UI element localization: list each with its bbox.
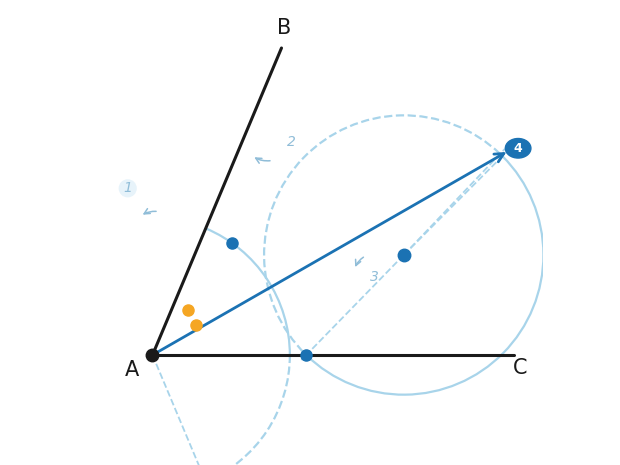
Text: 2: 2 <box>287 135 296 149</box>
Text: 4: 4 <box>514 142 523 155</box>
Text: A: A <box>125 360 139 380</box>
Text: 3: 3 <box>370 270 379 284</box>
Text: B: B <box>277 18 291 38</box>
Ellipse shape <box>505 139 531 158</box>
Text: 1: 1 <box>123 181 132 195</box>
Text: C: C <box>513 358 527 378</box>
